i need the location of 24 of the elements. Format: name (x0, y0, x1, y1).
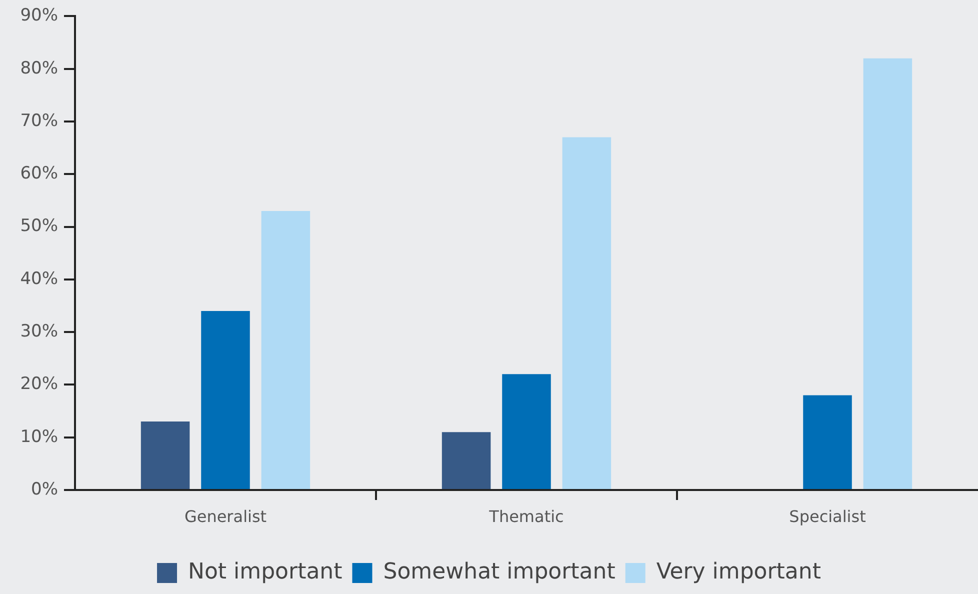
y-tick-label: 70% (20, 110, 58, 131)
y-tick-label: 30% (20, 321, 58, 342)
y-tick-label: 10% (20, 426, 58, 447)
legend-label: Very important (656, 560, 822, 585)
legend-label: Not important (188, 560, 343, 585)
y-tick-label: 50% (20, 216, 58, 236)
x-tick-label: Specialist (789, 506, 866, 526)
y-tick-label: 20% (20, 374, 58, 394)
y-tick-label: 40% (20, 268, 58, 289)
bar (442, 432, 491, 489)
bar (502, 374, 551, 489)
y-tick-label: 80% (20, 58, 58, 78)
bar (140, 422, 190, 489)
bar (261, 210, 310, 489)
bar (863, 58, 912, 489)
x-tick-label: Generalist (184, 506, 267, 526)
y-tick-label: 90% (20, 6, 58, 26)
x-tick-label: Thematic (488, 506, 564, 526)
y-tick-label: 0% (31, 479, 58, 500)
bar (803, 395, 852, 489)
y-tick-label: 60% (20, 164, 58, 184)
bar (562, 137, 612, 489)
legend-label: Somewhat important (383, 560, 616, 585)
bar (201, 311, 250, 489)
